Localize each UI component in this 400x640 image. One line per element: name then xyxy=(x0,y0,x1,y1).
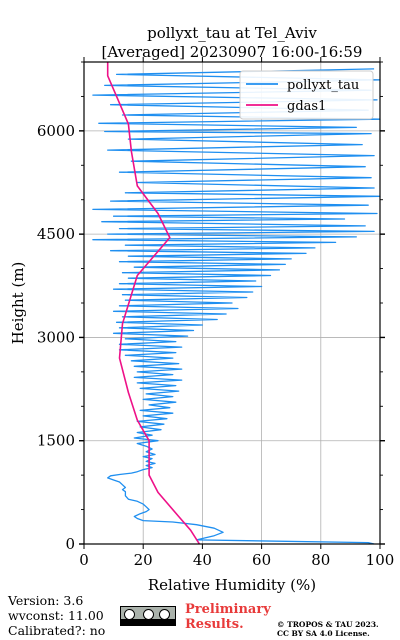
cc-by-sa-logo xyxy=(120,606,176,626)
preliminary-line1: Preliminary xyxy=(185,602,271,617)
x-tick-label: 80 xyxy=(311,551,330,569)
axis-ticks: 0 20 40 60 80 100 0 1500 3000 4500 6000 xyxy=(37,57,395,569)
x-tick-label: 40 xyxy=(193,551,212,569)
legend-label-pollyxt-tau: pollyxt_tau xyxy=(287,78,359,93)
y-axis-label: Height (m) xyxy=(9,262,27,345)
wvconst-text: wvconst: 11.00 xyxy=(8,608,104,623)
calibrated-text: Calibrated?: no xyxy=(8,623,106,638)
y-tick-label: 0 xyxy=(65,535,75,553)
y-tick-label: 3000 xyxy=(37,328,75,346)
preliminary-line2: Results. xyxy=(185,617,244,632)
y-tick-label: 1500 xyxy=(37,432,75,450)
chart-title-line2: [Averaged] 20230907 16:00-16:59 xyxy=(102,43,363,61)
y-tick-label: 4500 xyxy=(37,225,75,243)
chart-title-line1: pollyxt_tau at Tel_Aviv xyxy=(147,24,317,42)
series-line-gdas1 xyxy=(106,62,201,545)
y-tick-label: 6000 xyxy=(37,122,75,140)
x-tick-label: 20 xyxy=(134,551,153,569)
legend-box xyxy=(239,70,374,120)
copyright-line2: CC BY SA 4.0 License. xyxy=(277,629,370,638)
series-lines xyxy=(92,62,381,545)
x-tick-label: 0 xyxy=(79,551,89,569)
copyright-note: © TROPOS & TAU 2023. CC BY SA 4.0 Licens… xyxy=(277,620,379,638)
legend-label-gdas1: gdas1 xyxy=(287,99,326,114)
x-tick-label: 100 xyxy=(366,551,395,569)
preliminary-results-note: Preliminary Results. xyxy=(185,602,271,632)
version-text: Version: 3.6 xyxy=(8,593,84,608)
series-line-pollyxt-tau xyxy=(92,68,381,545)
x-tick-label: 60 xyxy=(252,551,271,569)
cc-logo-bar xyxy=(121,619,175,625)
rh-profile-chart: pollyxt_tau at Tel_Aviv [Averaged] 20230… xyxy=(9,24,395,594)
copyright-line1: © TROPOS & TAU 2023. xyxy=(277,620,379,629)
legend: pollyxt_tau gdas1 xyxy=(239,70,374,120)
x-axis-label: Relative Humidity (%) xyxy=(148,576,316,594)
